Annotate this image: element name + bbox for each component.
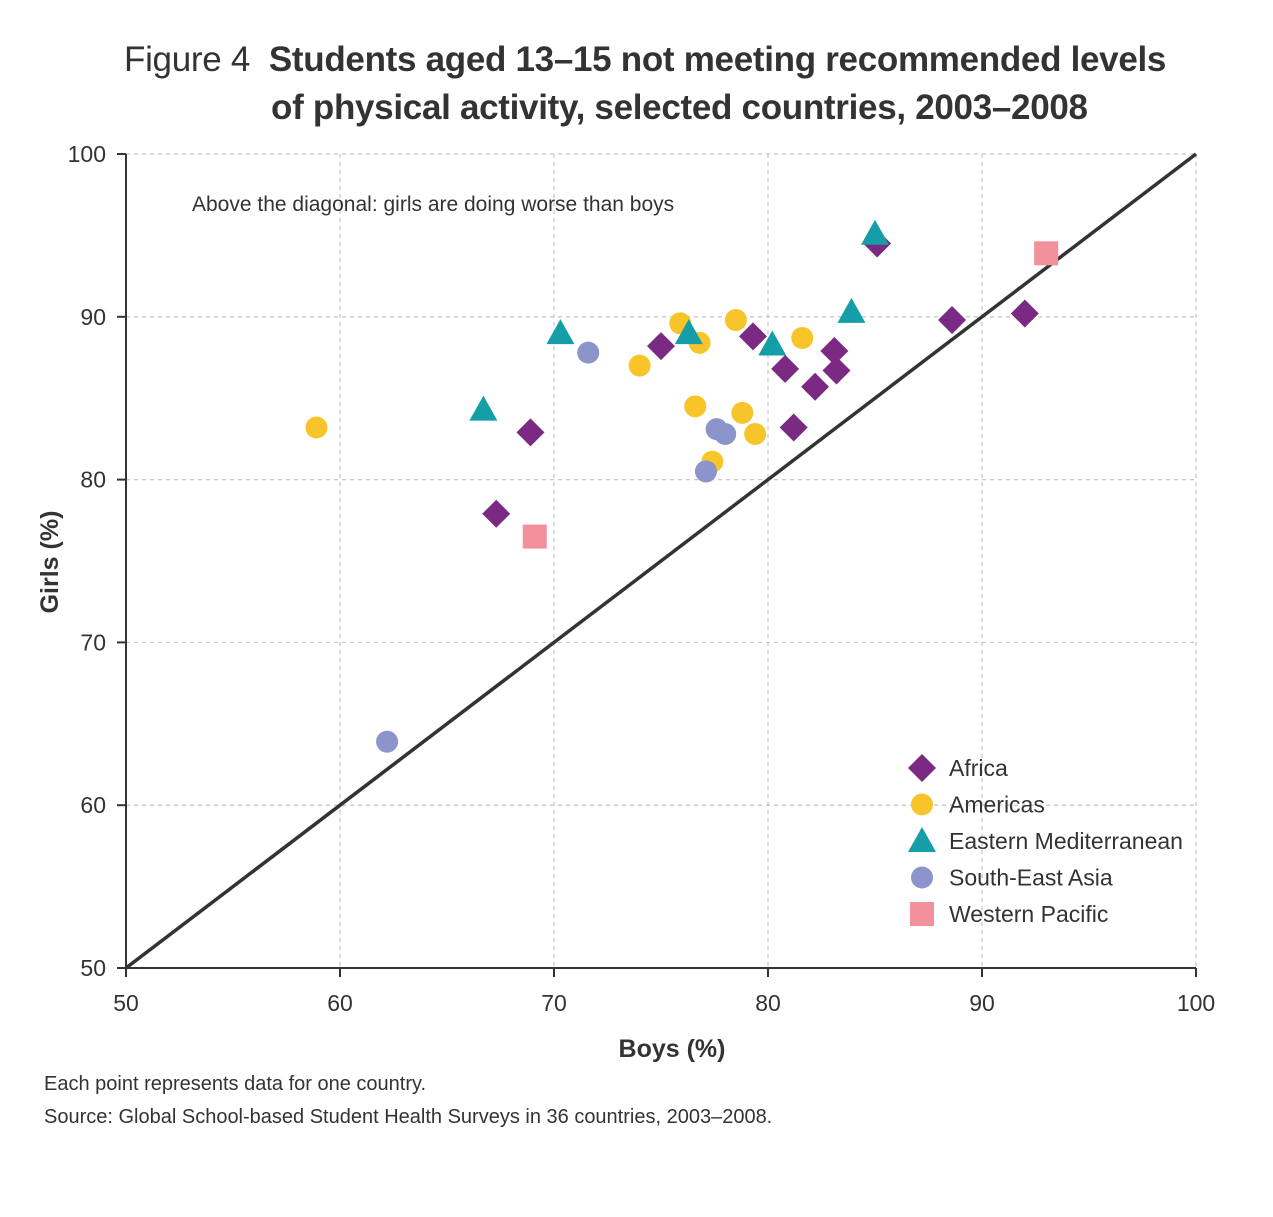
x-tick-label: 70 xyxy=(541,990,567,1016)
x-tick-label: 100 xyxy=(1177,990,1215,1016)
x-tick-label: 60 xyxy=(327,990,353,1016)
point-africa xyxy=(779,413,808,442)
x-tick-label: 50 xyxy=(113,990,139,1016)
legend: Africa Americas Eastern Mediterranean South… xyxy=(908,754,1183,927)
point-americas xyxy=(744,423,767,446)
title-line-2: of physical activity, selected countries… xyxy=(271,88,1088,127)
point-americas xyxy=(305,416,328,439)
point-africa xyxy=(822,356,851,385)
data-points xyxy=(305,219,1059,753)
x-tick-label: 90 xyxy=(969,990,995,1016)
point-eastern-mediterranean xyxy=(674,319,703,345)
legend-marker-africa xyxy=(908,754,936,782)
point-eastern-mediterranean xyxy=(546,319,575,345)
point-americas xyxy=(684,395,707,418)
point-south-east-asia xyxy=(376,730,399,753)
point-eastern-mediterranean xyxy=(837,297,866,323)
legend-label-americas: Americas xyxy=(949,792,1045,818)
point-south-east-asia xyxy=(577,341,600,364)
diagonal-line xyxy=(124,152,1198,970)
point-western-pacific xyxy=(1034,241,1059,266)
point-americas xyxy=(628,354,651,377)
point-south-east-asia xyxy=(714,423,737,446)
point-africa xyxy=(820,336,849,365)
legend-label-eastern-mediterranean: Eastern Mediterranean xyxy=(949,828,1183,854)
y-tick-label: 100 xyxy=(68,141,106,167)
chart-title: Figure 4 Students aged 13–15 not meeting… xyxy=(124,36,1224,132)
y-tick-label: 90 xyxy=(80,304,106,330)
title-line-1: Students aged 13–15 not meeting recommen… xyxy=(268,40,1167,79)
point-africa xyxy=(938,306,967,335)
legend-marker-western-pacific xyxy=(910,902,934,926)
point-eastern-mediterranean xyxy=(758,330,787,356)
point-africa xyxy=(647,332,675,361)
legend-label-south-east-asia: South-East Asia xyxy=(949,865,1113,891)
point-africa xyxy=(482,499,511,528)
y-tick-label: 60 xyxy=(80,792,106,818)
axes: 50 60 70 80 90 100 50 60 70 80 90 100 xyxy=(68,141,1216,1016)
point-africa xyxy=(1010,299,1039,328)
legend-marker-americas xyxy=(911,793,933,816)
legend-marker-eastern-mediterranean xyxy=(908,827,936,852)
point-south-east-asia xyxy=(694,460,717,483)
point-africa xyxy=(801,372,830,401)
point-americas xyxy=(791,326,814,349)
diagonal-annotation: Above the diagonal: girls are doing wors… xyxy=(192,193,674,216)
diagonal-line-group xyxy=(124,152,1198,970)
y-tick-label: 80 xyxy=(80,467,106,493)
x-tick-label: 80 xyxy=(755,990,781,1016)
point-eastern-mediterranean xyxy=(861,219,889,245)
point-africa xyxy=(739,322,768,351)
legend-label-western-pacific: Western Pacific xyxy=(949,901,1108,927)
y-tick-label: 70 xyxy=(80,629,106,655)
footnote: Each point represents data for one count… xyxy=(44,1073,427,1095)
x-axis-title: Boys (%) xyxy=(619,1035,726,1063)
point-western-pacific xyxy=(522,524,547,549)
figure-label: Figure 4 xyxy=(124,40,250,79)
point-eastern-mediterranean xyxy=(469,395,498,421)
y-axis-title: Girls (%) xyxy=(36,511,64,614)
legend-label-africa: Africa xyxy=(949,755,1008,781)
legend-marker-south-east-asia xyxy=(911,866,933,889)
point-africa xyxy=(771,354,800,383)
point-americas xyxy=(731,401,754,424)
point-africa xyxy=(516,418,545,447)
y-tick-label: 50 xyxy=(80,955,106,981)
point-americas xyxy=(724,309,747,332)
source-note: Source: Global School-based Student Heal… xyxy=(44,1106,773,1128)
